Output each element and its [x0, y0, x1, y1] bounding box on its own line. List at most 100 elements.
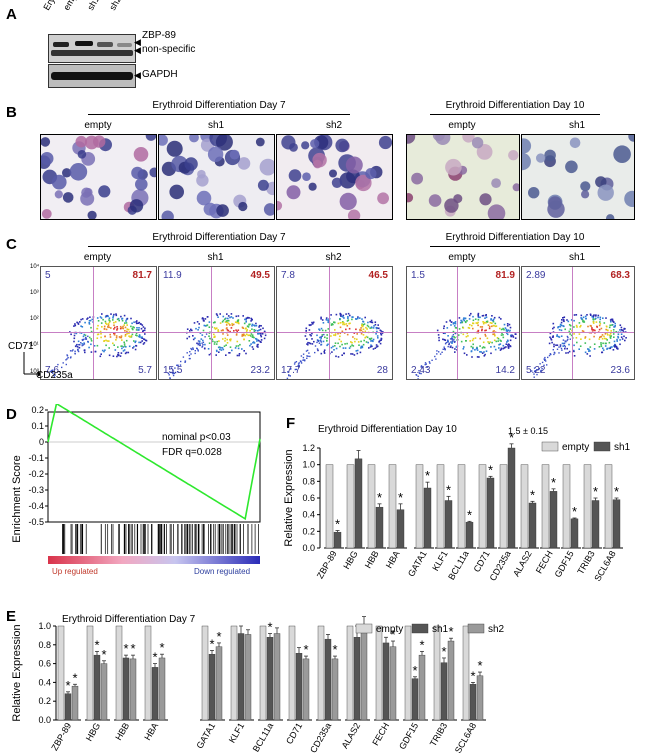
- cell: [378, 135, 392, 150]
- bar-sh2: [129, 658, 137, 721]
- bar-sh1: [295, 653, 303, 721]
- cell: [528, 187, 540, 199]
- micrograph-image: [521, 134, 635, 220]
- gsea-up-label: Up regulated: [52, 567, 98, 576]
- cell: [81, 187, 92, 198]
- significance-star: *: [216, 629, 221, 644]
- bar-empty: [520, 464, 529, 549]
- bar-empty: [367, 464, 376, 549]
- significance-star: *: [412, 663, 417, 678]
- bar-empty: [433, 625, 441, 721]
- significance-star: *: [335, 517, 340, 532]
- bar-sh1: [469, 684, 477, 721]
- category-label: ZBP-89: [49, 721, 73, 752]
- cell: [345, 156, 363, 174]
- cell: [435, 135, 451, 145]
- category-label: ALAS2: [340, 721, 363, 750]
- micrograph-image: [276, 134, 393, 220]
- bar-sh1: [237, 633, 245, 721]
- significance-star: *: [152, 650, 157, 665]
- flow-plot-label: empty: [448, 252, 476, 263]
- significance-star: *: [419, 637, 424, 652]
- cell: [237, 157, 251, 170]
- band-label: non-specific: [142, 44, 196, 55]
- cell: [77, 150, 87, 159]
- cell: [41, 137, 51, 147]
- quadrant-value-lr: 14.2: [495, 365, 515, 376]
- category-label: HBA: [142, 721, 160, 742]
- blot-image-gapdh: [48, 64, 136, 88]
- category-label: HBB: [113, 721, 131, 742]
- bar-sh1: [151, 667, 159, 721]
- cell: [597, 184, 614, 201]
- significance-star: *: [159, 640, 164, 655]
- cell: [216, 204, 229, 217]
- panel-label-f: F: [286, 415, 296, 432]
- gsea-tick-label: 0.2: [31, 405, 44, 415]
- chart-ylabel: Relative Expression: [11, 624, 23, 721]
- cell: [310, 139, 320, 149]
- bar-sh1: [375, 506, 384, 549]
- bar-sh2: [273, 633, 281, 721]
- gsea-tick-label: 0: [39, 437, 44, 447]
- significance-star: *: [488, 462, 493, 477]
- cell: [339, 192, 357, 210]
- category-label: GDF15: [553, 549, 576, 579]
- legend-swatch: [411, 623, 429, 634]
- category-label: CD235a: [308, 721, 333, 755]
- gsea-tick-label: -0.1: [28, 453, 44, 463]
- condition-label: sh1: [207, 120, 225, 131]
- bar-sh2: [71, 685, 79, 721]
- cell: [407, 193, 414, 203]
- bar-empty: [457, 464, 466, 549]
- group-title: Erythroid Differentiation Day 7: [152, 100, 286, 111]
- significance-star: *: [551, 475, 556, 490]
- bar-empty: [388, 464, 397, 549]
- bar-sh1: [411, 678, 419, 721]
- cell: [84, 135, 99, 150]
- quadrant-value-lr: 23.2: [250, 365, 270, 376]
- category-label: FECH: [534, 549, 555, 575]
- significance-star: *: [446, 482, 451, 497]
- bar-sh2: [100, 663, 108, 721]
- cell: [512, 183, 519, 192]
- panel-label-c: C: [6, 236, 17, 253]
- category-label: KLF1: [227, 721, 246, 745]
- flow-axis-tick: 10³: [30, 290, 39, 296]
- micrograph-image: [406, 134, 520, 220]
- cell: [595, 176, 607, 188]
- bar-sh1: [324, 638, 332, 721]
- significance-star: *: [303, 642, 308, 657]
- cell: [98, 185, 111, 198]
- cell: [377, 192, 389, 205]
- cell: [197, 169, 206, 179]
- quadrant-value-ul: 5: [45, 270, 51, 281]
- cell: [548, 196, 562, 210]
- condition-label: empty: [448, 120, 476, 131]
- cell: [522, 152, 531, 171]
- significance-star: *: [72, 670, 77, 685]
- cell: [335, 138, 349, 153]
- y-axis-label: CD71: [8, 341, 34, 352]
- bar-empty: [478, 464, 487, 549]
- flow-axis-tick: 10²: [30, 316, 39, 322]
- flow-axis-tick: 10¹: [30, 342, 39, 348]
- bar-empty: [230, 625, 238, 721]
- category-label: TRIB3: [575, 549, 596, 576]
- band-label: ZBP-89: [142, 30, 176, 41]
- cell: [487, 204, 506, 219]
- category-label: ZBP-89: [315, 549, 339, 580]
- cell: [229, 149, 240, 160]
- cell: [184, 157, 198, 171]
- cell: [196, 190, 212, 206]
- bar-sh1: [122, 657, 130, 721]
- category-label: BCL11a: [446, 549, 471, 582]
- significance-star: *: [332, 642, 337, 657]
- quadrant-value-ur: 81.9: [495, 270, 515, 281]
- condition-label: sh2: [325, 120, 343, 131]
- cell: [331, 177, 343, 188]
- quadrant-value-ll: 7.6: [45, 365, 59, 376]
- x-axis-label: CD235a: [36, 370, 73, 381]
- condition-label: empty: [84, 120, 112, 131]
- cell: [207, 146, 224, 162]
